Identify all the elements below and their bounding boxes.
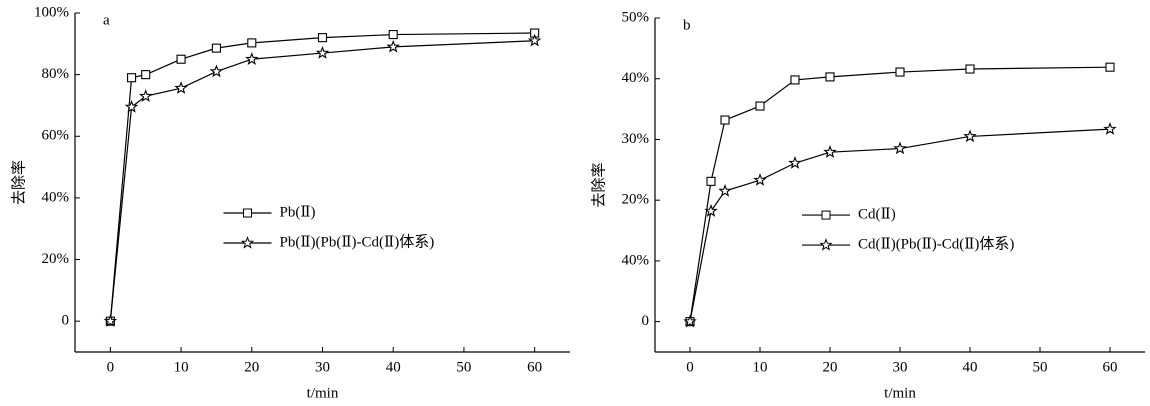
y-tick-label: 40% (42, 189, 70, 205)
x-tick-label: 40 (963, 359, 978, 375)
y-tick-label: 60% (42, 128, 70, 144)
marker-square (211, 43, 221, 53)
y-tick-label: 20% (42, 251, 70, 267)
y-tick-label: 100% (34, 4, 69, 20)
marker-square (1105, 62, 1115, 72)
marker-star (718, 184, 732, 197)
marker-square (755, 101, 765, 111)
x-tick-label: 50 (456, 359, 471, 375)
y-tick-label: 0 (642, 313, 650, 329)
marker-square (706, 176, 716, 186)
x-tick-label: 0 (686, 359, 694, 375)
legend-marker (243, 208, 252, 218)
marker-star (893, 141, 907, 155)
panel-label: a (103, 12, 110, 28)
y-axis-label: 去除率 (10, 160, 27, 205)
marker-star (1103, 122, 1117, 135)
marker-star (174, 81, 188, 94)
marker-square (247, 38, 257, 48)
marker-square (825, 72, 835, 82)
y-tick-label: 20% (622, 192, 650, 208)
legend-marker (819, 238, 833, 251)
marker-star (527, 33, 542, 47)
marker-square (388, 30, 398, 40)
x-tick-label: 60 (1103, 359, 1118, 375)
series-line (109, 40, 535, 322)
y-axis-label: 去除率 (590, 162, 607, 207)
marker-square (317, 33, 328, 43)
marker-star (315, 45, 330, 59)
x-tick-label: 10 (753, 359, 768, 375)
series-line (689, 66, 1111, 322)
y-tick-label: 50% (622, 9, 650, 25)
x-tick-label: 10 (174, 359, 189, 375)
x-tick-label: 0 (107, 359, 115, 375)
x-tick-label: 20 (823, 359, 838, 375)
y-tick-label: 80% (42, 66, 70, 82)
legend-label: Pb(Ⅱ) (280, 204, 316, 220)
marker-square (176, 54, 186, 64)
x-axis-label: t/min (307, 385, 339, 401)
x-tick-label: 30 (893, 359, 908, 375)
legend-marker (240, 236, 255, 249)
legend-label: Pb(Ⅱ)(Pb(Ⅱ)-Cd(Ⅱ)体系) (280, 233, 435, 250)
series-line (109, 32, 535, 322)
legend-label: Cd(Ⅱ)(Pb(Ⅱ)-Cd(Ⅱ)体系) (858, 235, 1014, 252)
x-tick-label: 20 (244, 359, 259, 375)
y-tick-label: 40% (622, 70, 650, 86)
marker-square (895, 67, 905, 77)
marker-star (823, 145, 837, 158)
x-tick-label: 60 (527, 359, 542, 375)
marker-star (103, 314, 118, 327)
marker-star (138, 89, 153, 102)
x-axis-label: t/min (884, 385, 916, 401)
panel-label: b (683, 17, 691, 33)
marker-star (386, 39, 400, 53)
marker-star (683, 314, 697, 328)
marker-square (720, 115, 730, 125)
y-tick-label: 30% (622, 131, 650, 147)
x-tick-label: 30 (315, 359, 330, 375)
y-tick-label: 0 (62, 313, 70, 329)
marker-star (788, 156, 802, 169)
marker-star (245, 52, 259, 65)
marker-star (704, 204, 718, 217)
x-tick-label: 50 (1033, 359, 1048, 375)
x-tick-label: 40 (386, 359, 401, 375)
legend-marker (821, 210, 831, 220)
marker-square (141, 70, 151, 80)
series-line (689, 128, 1111, 322)
legend-label: Cd(Ⅱ) (858, 206, 896, 222)
marker-square (965, 64, 975, 74)
marker-star (753, 173, 767, 186)
marker-star (963, 129, 977, 143)
y-tick-label: 40% (622, 252, 650, 268)
marker-square (127, 73, 137, 83)
marker-star (124, 99, 139, 113)
marker-square (790, 75, 800, 85)
marker-star (209, 64, 224, 78)
